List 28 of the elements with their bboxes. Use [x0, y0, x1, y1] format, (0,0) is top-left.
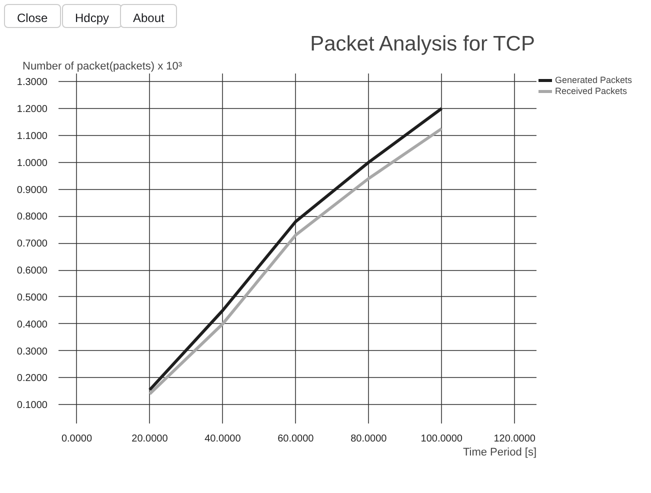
chart-title: Packet Analysis for TCP: [310, 32, 535, 56]
y-tick-label: 1.3000: [16, 77, 48, 88]
x-tick-label: 20.0000: [132, 434, 168, 444]
y-tick-label: 0.3000: [16, 346, 48, 358]
y-tick-label: 0.5000: [16, 292, 48, 304]
y-tick-label: 0.8000: [16, 212, 48, 223]
x-tick-label: 60.0000: [278, 434, 314, 444]
text: Hdcpy: [62, 4, 122, 28]
y-tick-label: 1.2000: [16, 104, 48, 115]
x-tick-label: 100.0000: [420, 434, 463, 444]
y-tick-label: 1.0000: [16, 158, 48, 169]
text: About: [120, 4, 178, 28]
legend-label: Received Packets: [555, 86, 628, 96]
y-tick-label: 0.2000: [16, 373, 48, 384]
x-tick-label: 80.0000: [350, 434, 388, 444]
y-tick-label: 0.9000: [16, 184, 48, 196]
y-axis-title: Number of packet(packets) x 10³: [22, 60, 182, 72]
y-tick-label: 0.6000: [16, 266, 48, 277]
y-tick-label: 0.4000: [16, 319, 48, 330]
x-tick-label: 120.0000: [494, 434, 536, 444]
legend-label: Generated Packets: [555, 75, 632, 85]
y-tick-label: 0.1000: [16, 400, 48, 412]
y-tick-label: 1.1000: [16, 130, 48, 142]
text: Close: [4, 4, 61, 28]
x-tick-label: 0.0000: [61, 434, 92, 444]
x-axis-title: Time Period [s]: [462, 446, 537, 458]
y-tick-label: 0.7000: [16, 238, 48, 250]
x-tick-label: 40.0000: [204, 434, 242, 444]
